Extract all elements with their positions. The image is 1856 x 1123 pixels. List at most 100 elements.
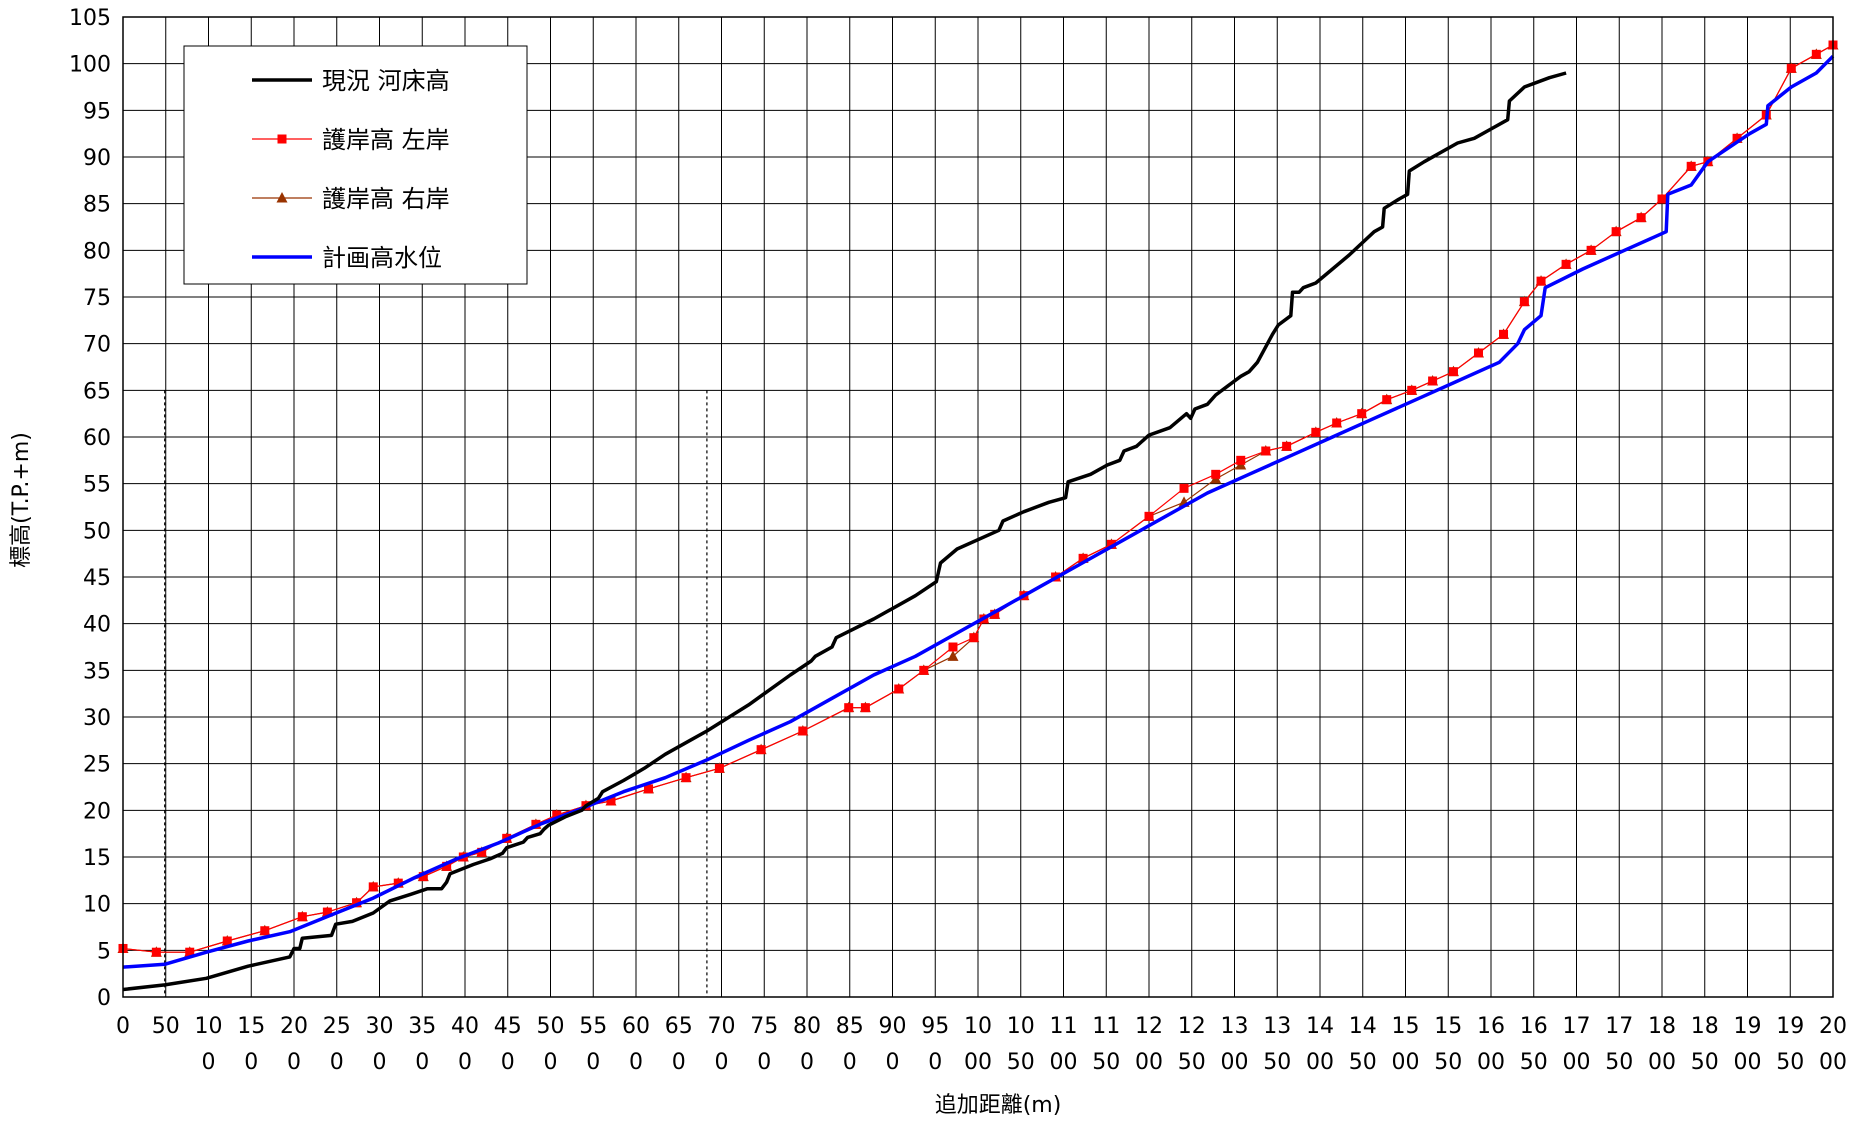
square-marker [1448,367,1458,377]
x-tick-label: 0 [886,1050,900,1075]
x-tick-label: 80 [793,1014,821,1039]
x-tick-label: 50 [1691,1050,1719,1075]
square-marker [798,726,808,736]
y-tick-label: 65 [83,379,111,404]
x-tick-label: 00 [964,1050,992,1075]
square-marker [1586,245,1596,255]
y-tick-label: 50 [83,519,111,544]
x-tick-label: 13 [1263,1014,1291,1039]
square-marker [1407,385,1417,395]
x-tick-label: 50 [152,1014,180,1039]
x-tick-label: 0 [757,1050,771,1075]
x-axis-ticks: 0 50 1001502002503003504004505005506006507… [116,1014,1847,1075]
square-marker [1211,469,1221,479]
square-marker [393,878,403,888]
x-tick-label: 12 [1178,1014,1206,1039]
y-axis-ticks: 0 5 10 15 20 25 30 35 40 45 50 55 60 65 70 75 80 85 90 95 10… [69,6,111,1011]
square-marker [442,861,452,871]
square-marker [352,898,362,908]
x-tick-label: 00 [1135,1050,1163,1075]
y-tick-label: 20 [83,799,111,824]
x-tick-label: 00 [1734,1050,1762,1075]
x-tick-label: 50 [1434,1050,1462,1075]
x-tick-label: 0 [415,1050,429,1075]
x-tick-label: 0 [586,1050,600,1075]
square-marker [714,763,724,773]
x-tick-label: 20 [280,1014,308,1039]
x-tick-label: 00 [1392,1050,1420,1075]
square-marker [222,936,232,946]
y-tick-label: 75 [83,286,111,311]
x-tick-label: 0 [501,1050,515,1075]
x-tick-label: 20 [1819,1014,1847,1039]
x-tick-label: 0 [458,1050,472,1075]
x-tick-label: 18 [1691,1014,1719,1039]
x-axis-title: 追加距離(m) [935,1093,1062,1118]
x-tick-label: 50 [1263,1050,1291,1075]
y-axis-title: 標高(T.P.+m) [9,432,34,568]
y-tick-label: 5 [97,939,111,964]
x-tick-label: 0 [629,1050,643,1075]
triangle-marker [947,650,959,661]
square-marker [606,796,616,806]
series-layer [117,39,1839,992]
x-tick-label: 11 [1050,1014,1078,1039]
x-tick-label: 50 [1605,1050,1633,1075]
x-tick-label: 10 [964,1014,992,1039]
legend-label-2: 護岸高 左岸 [322,126,450,154]
square-marker [948,642,958,652]
x-tick-label: 50 [1007,1050,1035,1075]
square-marker [260,926,270,936]
x-tick-label: 95 [921,1014,949,1039]
x-tick-label: 25 [323,1014,351,1039]
y-tick-label: 40 [83,613,111,638]
x-tick-label: 15 [1392,1014,1420,1039]
y-tick-label: 45 [83,566,111,591]
x-tick-label: 0 [544,1050,558,1075]
x-tick-label: 00 [1306,1050,1334,1075]
x-tick-label: 0 [287,1050,301,1075]
x-tick-label: 0 [800,1050,814,1075]
x-tick-label: 19 [1776,1014,1804,1039]
x-tick-label: 17 [1605,1014,1633,1039]
x-tick-label: 50 [1520,1050,1548,1075]
y-tick-label: 85 [83,193,111,218]
square-marker [1078,553,1088,563]
x-tick-label: 00 [1477,1050,1505,1075]
x-tick-label: 50 [1178,1050,1206,1075]
x-tick-label: 00 [1050,1050,1078,1075]
square-marker [644,784,654,794]
square-marker [368,882,378,892]
square-marker [185,947,195,957]
y-tick-label: 70 [83,333,111,358]
x-tick-label: 0 [373,1050,387,1075]
x-tick-label: 30 [366,1014,394,1039]
square-marker [1179,483,1189,493]
x-tick-label: 85 [836,1014,864,1039]
square-marker [1611,227,1621,237]
x-tick-label: 15 [237,1014,265,1039]
x-tick-label: 15 [1434,1014,1462,1039]
y-tick-label: 10 [83,893,111,918]
x-tick-label: 45 [494,1014,522,1039]
square-marker [477,847,487,857]
x-tick-label: 0 [244,1050,258,1075]
y-tick-label: 90 [83,146,111,171]
legend-label-3: 護岸高 右岸 [322,185,450,213]
x-tick-label: 50 [537,1014,565,1039]
square-marker [990,609,1000,619]
x-tick-label: 40 [451,1014,479,1039]
x-tick-label: 70 [708,1014,736,1039]
square-marker [969,633,979,643]
x-tick-label: 14 [1306,1014,1334,1039]
y-tick-label: 0 [97,986,111,1011]
square-marker [1332,418,1342,428]
x-tick-label: 0 [672,1050,686,1075]
y-tick-label: 60 [83,426,111,451]
series-line [122,71,1567,992]
x-tick-label: 00 [1648,1050,1676,1075]
square-marker [1811,49,1821,59]
x-tick-label: 50 [1349,1050,1377,1075]
x-tick-label: 60 [622,1014,650,1039]
